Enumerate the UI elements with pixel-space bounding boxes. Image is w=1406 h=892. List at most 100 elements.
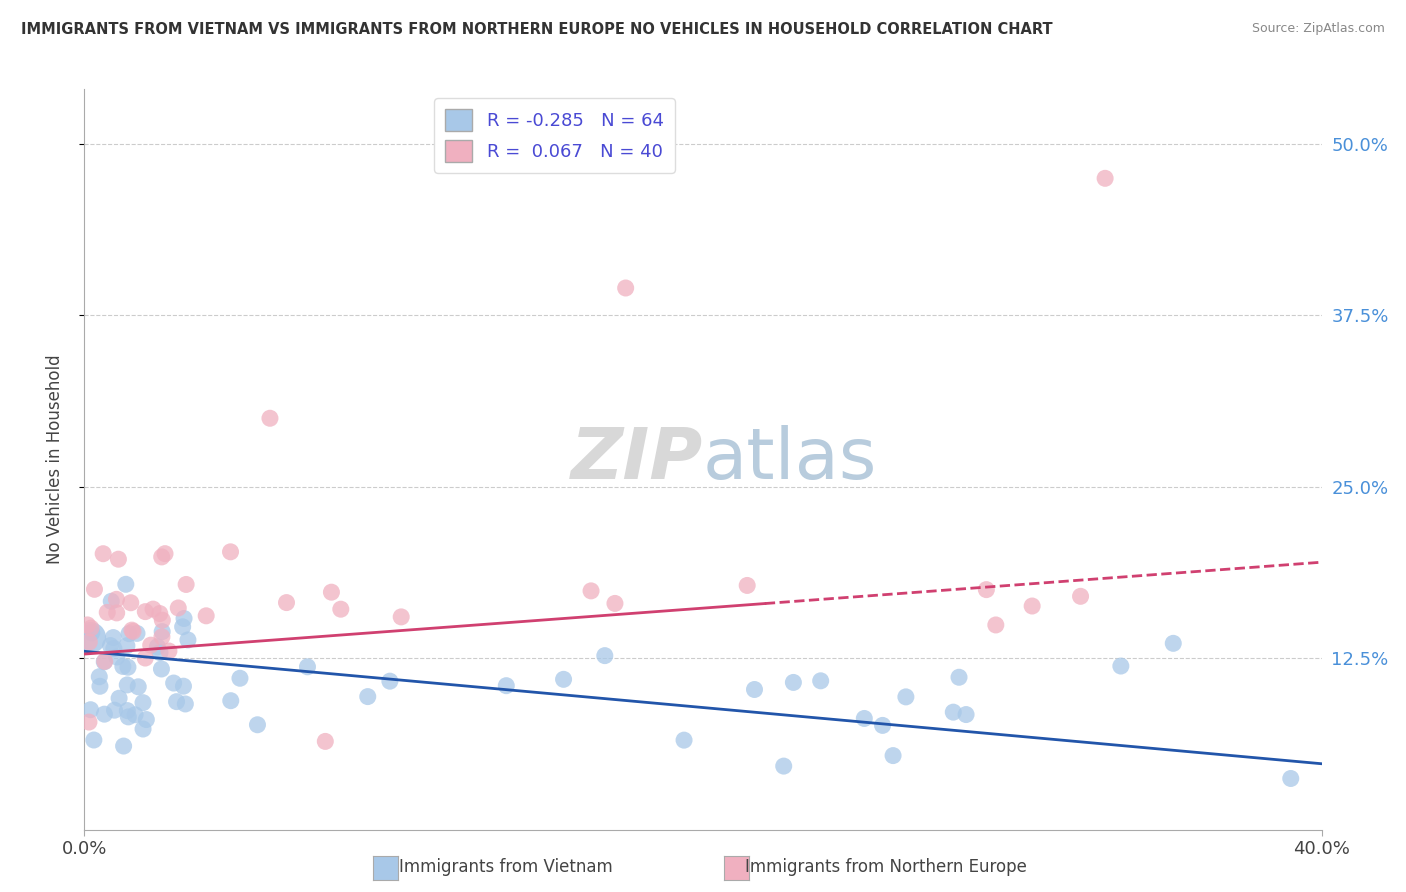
- Point: [108, 691, 131, 706]
- Point: [150, 613, 173, 627]
- Point: [117, 704, 139, 718]
- Point: [103, 641, 125, 656]
- Point: [107, 552, 129, 566]
- Point: [948, 670, 970, 684]
- Point: [1161, 636, 1184, 650]
- Point: [120, 596, 142, 610]
- Point: [219, 545, 242, 559]
- Point: [118, 626, 141, 640]
- Point: [103, 631, 125, 645]
- Point: [177, 632, 200, 647]
- Point: [673, 733, 696, 747]
- Point: [976, 582, 998, 597]
- Point: [882, 748, 904, 763]
- Point: [83, 582, 105, 597]
- Point: [389, 610, 412, 624]
- Point: [150, 549, 173, 564]
- Point: [894, 690, 917, 704]
- Point: [495, 679, 517, 693]
- Point: [77, 714, 100, 729]
- Point: [150, 624, 173, 639]
- Point: [229, 671, 252, 685]
- Point: [93, 707, 115, 722]
- Point: [93, 655, 115, 669]
- Point: [127, 680, 149, 694]
- Point: [1109, 659, 1132, 673]
- Text: Immigrants from Vietnam: Immigrants from Vietnam: [399, 858, 613, 876]
- Point: [174, 697, 197, 711]
- Point: [100, 594, 122, 608]
- Point: [112, 739, 135, 753]
- Point: [111, 659, 134, 673]
- Point: [105, 606, 128, 620]
- Point: [96, 606, 118, 620]
- Point: [80, 621, 103, 635]
- Point: [1279, 772, 1302, 786]
- Point: [146, 640, 169, 654]
- Point: [329, 602, 352, 616]
- Point: [579, 583, 602, 598]
- Point: [79, 631, 101, 645]
- Point: [744, 682, 766, 697]
- Point: [942, 705, 965, 719]
- Text: atlas: atlas: [703, 425, 877, 494]
- Point: [134, 651, 156, 665]
- Point: [105, 650, 128, 665]
- Point: [321, 585, 343, 599]
- Point: [167, 601, 190, 615]
- Point: [150, 662, 173, 676]
- Point: [125, 626, 148, 640]
- Point: [378, 674, 401, 689]
- Point: [83, 733, 105, 747]
- Point: [297, 660, 319, 674]
- Point: [1094, 171, 1116, 186]
- Point: [115, 639, 138, 653]
- Point: [810, 673, 832, 688]
- Point: [782, 675, 804, 690]
- Point: [79, 635, 101, 649]
- Point: [135, 713, 157, 727]
- Point: [614, 281, 637, 295]
- Point: [314, 734, 336, 748]
- Point: [105, 592, 128, 607]
- Point: [150, 630, 173, 644]
- Point: [1021, 599, 1043, 613]
- Point: [114, 577, 136, 591]
- Point: [93, 654, 115, 668]
- Point: [117, 678, 139, 692]
- Point: [79, 703, 101, 717]
- Text: ZIP: ZIP: [571, 425, 703, 494]
- Point: [166, 695, 188, 709]
- Point: [1070, 590, 1092, 604]
- Point: [91, 547, 114, 561]
- Point: [772, 759, 794, 773]
- Point: [195, 608, 218, 623]
- Point: [172, 679, 194, 693]
- Point: [132, 722, 155, 736]
- Point: [219, 694, 242, 708]
- Point: [103, 703, 125, 717]
- Point: [259, 411, 281, 425]
- Point: [955, 707, 977, 722]
- Point: [121, 623, 143, 637]
- Point: [149, 607, 172, 621]
- Point: [80, 625, 103, 640]
- Point: [357, 690, 380, 704]
- Point: [157, 644, 180, 658]
- Point: [76, 618, 98, 632]
- Point: [117, 710, 139, 724]
- Y-axis label: No Vehicles in Household: No Vehicles in Household: [45, 354, 63, 565]
- Point: [276, 596, 298, 610]
- Point: [246, 718, 269, 732]
- Legend: R = -0.285   N = 64, R =  0.067   N = 40: R = -0.285 N = 64, R = 0.067 N = 40: [434, 98, 675, 173]
- Point: [553, 673, 575, 687]
- Text: Immigrants from Northern Europe: Immigrants from Northern Europe: [745, 858, 1026, 876]
- Point: [174, 577, 197, 591]
- Point: [139, 638, 162, 652]
- Point: [173, 611, 195, 625]
- Point: [593, 648, 616, 663]
- Point: [134, 605, 156, 619]
- Point: [124, 707, 146, 722]
- Point: [89, 679, 111, 693]
- Point: [163, 676, 186, 690]
